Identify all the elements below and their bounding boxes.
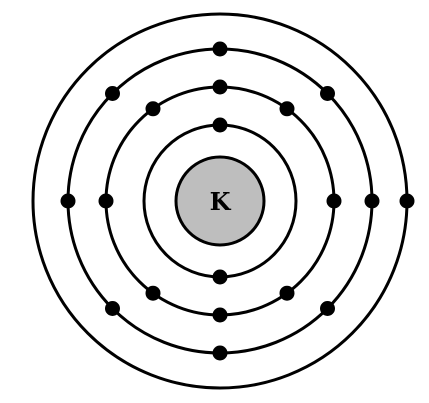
electron-shell-2-7 bbox=[98, 193, 114, 209]
electron-shell-2-5 bbox=[212, 307, 228, 323]
electron-shell-1-1 bbox=[212, 117, 228, 133]
electron-shell-2-1 bbox=[212, 79, 228, 95]
nucleus-circle bbox=[174, 155, 266, 247]
electron-shell-2-3 bbox=[326, 193, 342, 209]
electron-shell-3-6 bbox=[105, 301, 120, 316]
electron-shell-4-1 bbox=[399, 193, 415, 209]
electron-shell-2-2 bbox=[279, 101, 295, 117]
electron-shell-2-8 bbox=[145, 101, 161, 117]
nucleus-symbol: K bbox=[210, 187, 232, 216]
electrons bbox=[60, 41, 415, 361]
nucleus: K bbox=[174, 155, 266, 247]
electron-shell-3-4 bbox=[320, 301, 335, 316]
electron-shell-3-8 bbox=[105, 86, 120, 101]
electron-shell-2-4 bbox=[279, 285, 295, 301]
electron-shell-3-2 bbox=[320, 86, 335, 101]
electron-shell-2-6 bbox=[145, 285, 161, 301]
electron-shell-3-5 bbox=[212, 345, 228, 361]
electron-shell-3-3 bbox=[364, 193, 380, 209]
electron-shell-3-7 bbox=[60, 193, 76, 209]
electron-shell-3-1 bbox=[212, 41, 228, 57]
electron-shell-1-2 bbox=[212, 269, 228, 285]
